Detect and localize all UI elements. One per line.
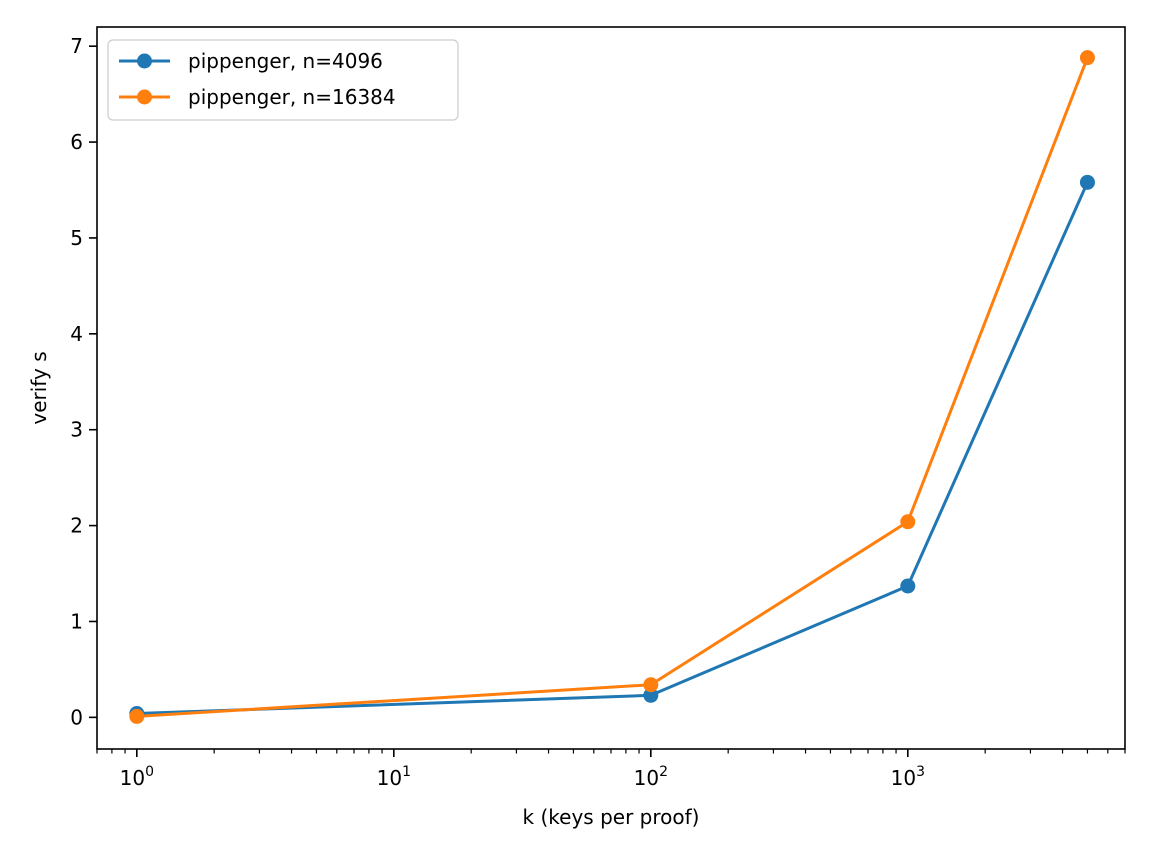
legend-entry: pippenger, n=16384 <box>119 85 396 109</box>
legend-marker-swatch <box>137 89 152 105</box>
data-point <box>900 578 916 594</box>
series-line <box>136 57 1089 718</box>
x-tick-label-exponent: 2 <box>659 764 668 780</box>
legend-marker-swatch <box>137 53 152 69</box>
series-line <box>136 181 1089 716</box>
x-tick-label: 103 <box>891 764 925 790</box>
legend-label: pippenger, n=4096 <box>188 49 383 73</box>
data-point <box>643 687 659 703</box>
y-tick-label: 2 <box>70 514 83 538</box>
x-tick-label-base: 10 <box>634 766 659 790</box>
y-axis: 0 1 2 3 4 5 6 7 <box>70 34 97 729</box>
x-tick-label-base: 10 <box>891 766 916 790</box>
legend-frame <box>107 39 459 121</box>
data-point <box>643 677 659 693</box>
x-tick-label-exponent: 0 <box>145 764 154 780</box>
series-layer <box>129 50 1095 724</box>
x-tick-label: 100 <box>120 764 154 790</box>
legend: pippenger, n=4096 pippenger, n=16384 <box>107 39 459 121</box>
y-tick-label: 7 <box>70 34 83 58</box>
plot-background <box>97 27 1125 749</box>
legend-label: pippenger, n=16384 <box>188 85 396 109</box>
x-tick-label-base: 10 <box>120 766 145 790</box>
y-tick-label: 0 <box>70 705 83 729</box>
x-axis: 100 101 102 103 <box>120 749 925 790</box>
legend-entry: pippenger, n=4096 <box>119 49 383 73</box>
x-tick-label-exponent: 3 <box>916 764 925 780</box>
y-tick-label: 6 <box>70 130 83 154</box>
y-tick-label: 4 <box>70 322 83 346</box>
y-tick-label: 3 <box>70 418 83 442</box>
x-tick-label-base: 10 <box>377 766 402 790</box>
data-point <box>1079 50 1095 66</box>
x-tick-label-exponent: 1 <box>402 764 411 780</box>
x-tick-label: 102 <box>634 764 668 790</box>
y-axis-label: verify s <box>27 351 51 424</box>
y-tick-label: 1 <box>70 609 83 633</box>
data-point <box>1079 174 1095 190</box>
data-point <box>129 708 145 724</box>
x-tick-label: 101 <box>377 764 411 790</box>
y-tick-label: 5 <box>70 226 83 250</box>
data-point <box>900 514 916 530</box>
x-axis-label: k (keys per proof) <box>523 805 700 829</box>
plot-frame <box>96 26 1126 750</box>
